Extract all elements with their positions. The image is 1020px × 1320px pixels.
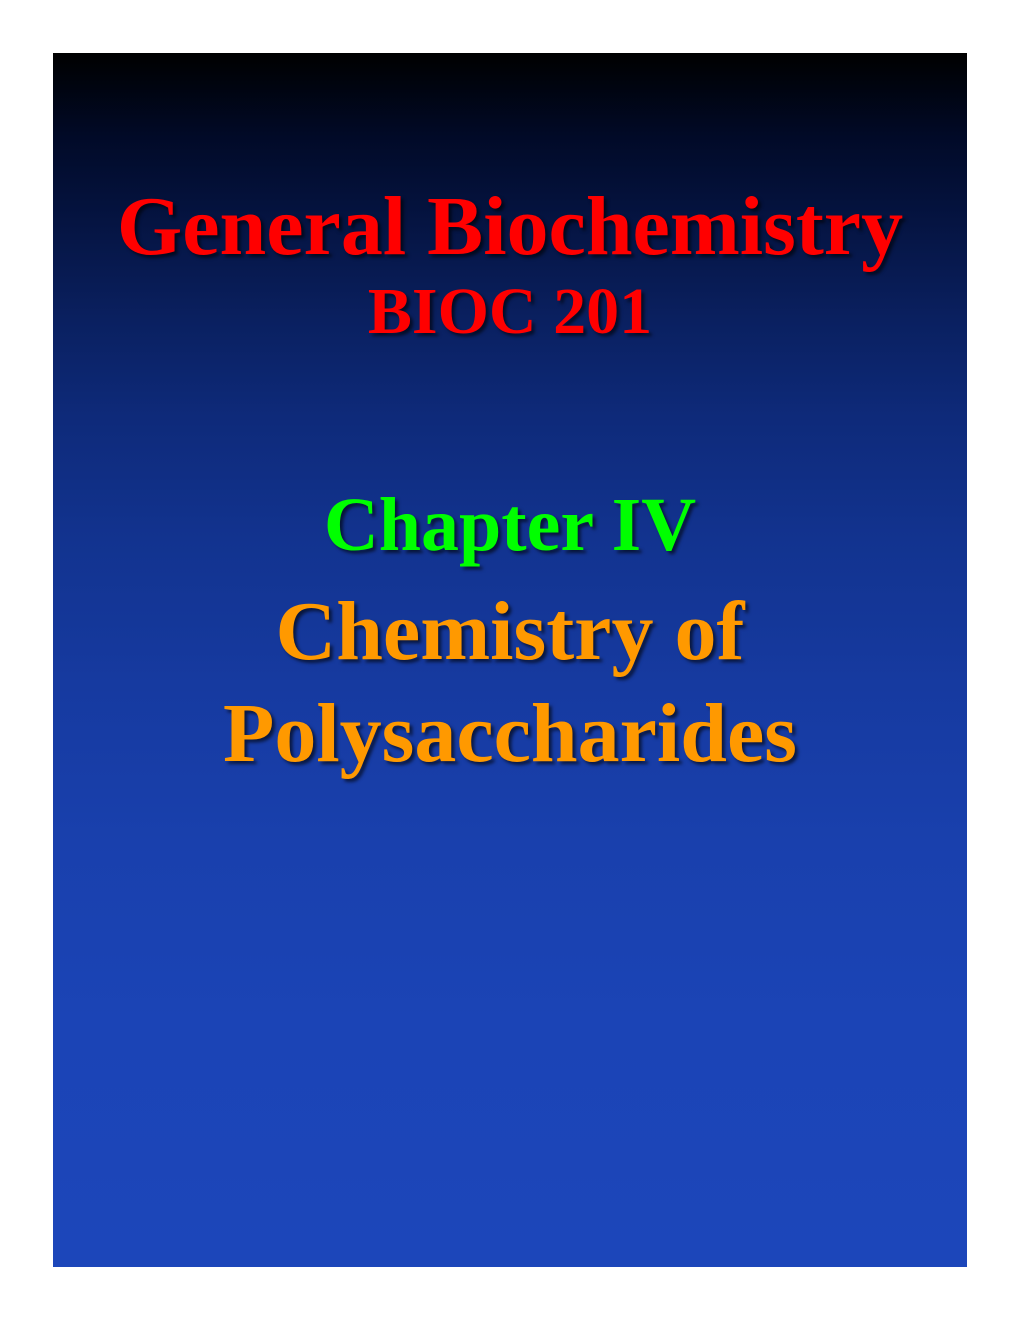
topic-line-1: Chemistry of xyxy=(53,588,967,676)
chapter-label: Chapter IV xyxy=(53,486,967,566)
page: General Biochemistry BIOC 201 Chapter IV… xyxy=(0,0,1020,1320)
slide-content: General Biochemistry BIOC 201 Chapter IV… xyxy=(53,183,967,793)
course-title: General Biochemistry xyxy=(53,183,967,271)
slide-background: General Biochemistry BIOC 201 Chapter IV… xyxy=(53,53,967,1267)
topic-line-2: Polysaccharides xyxy=(53,690,967,778)
course-code: BIOC 201 xyxy=(53,277,967,346)
